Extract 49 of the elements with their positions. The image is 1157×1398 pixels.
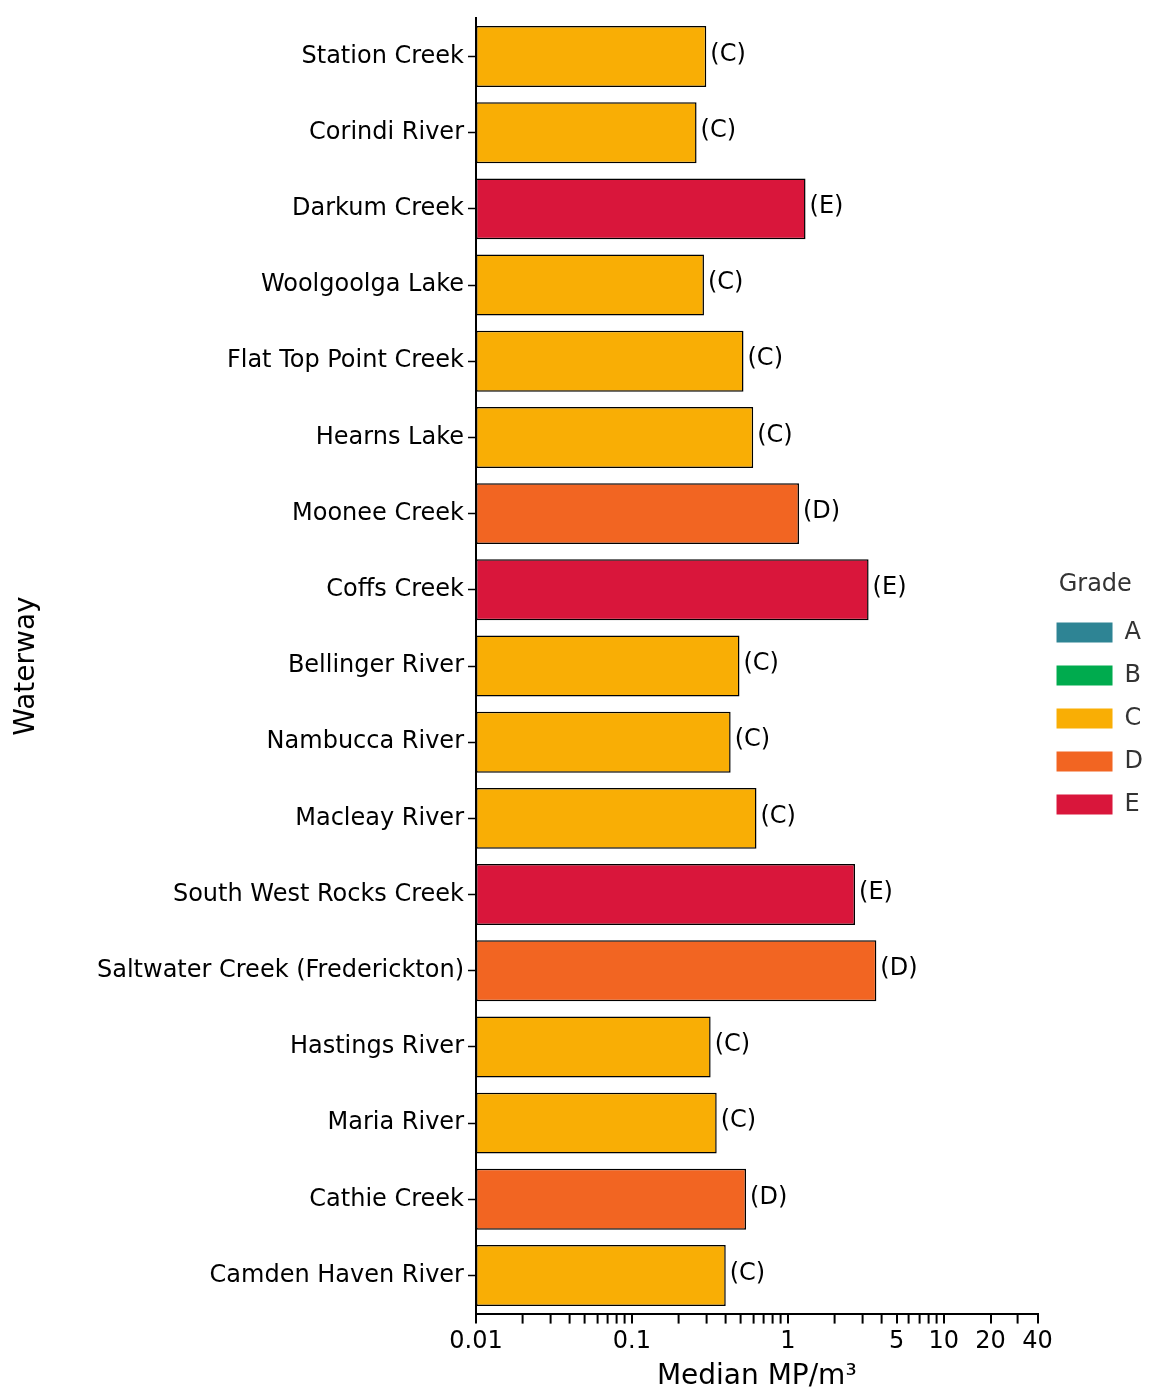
- y-tick-label: Darkum Creek: [292, 193, 465, 222]
- data-label: (D): [750, 1181, 788, 1210]
- y-tick-label: Bellinger River: [287, 650, 465, 679]
- y-tick-label: Coffs Creek: [326, 574, 465, 603]
- data-label: (C): [734, 724, 771, 753]
- y-tick-label: Camden Haven River: [209, 1259, 465, 1288]
- legend-label: C: [1124, 702, 1142, 731]
- y-tick-label: Flat Top Point Creek: [226, 345, 465, 374]
- x-tick-label: 1: [780, 1326, 796, 1355]
- legend-label: D: [1124, 745, 1143, 774]
- legend-label: E: [1124, 788, 1140, 817]
- data-label: (C): [743, 648, 779, 677]
- x-tick-label: 5: [889, 1326, 905, 1355]
- y-tick-label: Maria River: [327, 1107, 465, 1136]
- data-label: (C): [720, 1105, 757, 1134]
- data-label: (E): [872, 572, 907, 601]
- y-tick-label: Woolgoolga Lake: [260, 269, 464, 298]
- x-tick-label: 10: [928, 1326, 959, 1355]
- legend-title: Grade: [1058, 568, 1132, 597]
- data-label: (D): [880, 952, 918, 981]
- y-tick-label: Hastings River: [289, 1031, 465, 1060]
- x-axis-title: Median MP/m³: [656, 1358, 857, 1392]
- data-label: (C): [747, 343, 783, 372]
- data-label: (E): [859, 876, 893, 905]
- y-tick-label: Corindi River: [309, 116, 465, 145]
- data-label: (C): [757, 419, 793, 448]
- y-tick-label: Hearns Lake: [315, 421, 464, 450]
- data-label: (C): [760, 800, 796, 829]
- y-tick-label: Saltwater Creek (Frederickton): [96, 954, 464, 983]
- legend-label: A: [1124, 616, 1142, 645]
- data-label: (C): [707, 267, 744, 296]
- x-tick-label: 40: [1022, 1326, 1053, 1355]
- data-label: (C): [729, 1257, 766, 1286]
- y-tick-label: South West Rocks Creek: [172, 878, 465, 907]
- data-label: (D): [802, 495, 841, 524]
- data-label: (C): [714, 1029, 751, 1058]
- x-tick-label: 20: [975, 1326, 1006, 1355]
- data-label: (E): [809, 191, 844, 220]
- y-tick-label: Macleay River: [295, 802, 465, 831]
- y-tick-label: Nambucca River: [266, 726, 465, 755]
- data-label: (C): [700, 114, 737, 143]
- y-axis-title: Waterway: [8, 596, 42, 736]
- x-tick-label: 0.01: [449, 1326, 503, 1355]
- y-tick-label: Moonee Creek: [292, 497, 465, 526]
- y-tick-label: Station Creek: [301, 40, 465, 69]
- y-tick-label: Cathie Creek: [309, 1183, 465, 1212]
- data-label: (C): [710, 38, 746, 67]
- x-tick-label: 0.1: [612, 1326, 651, 1355]
- legend-label: B: [1124, 659, 1141, 688]
